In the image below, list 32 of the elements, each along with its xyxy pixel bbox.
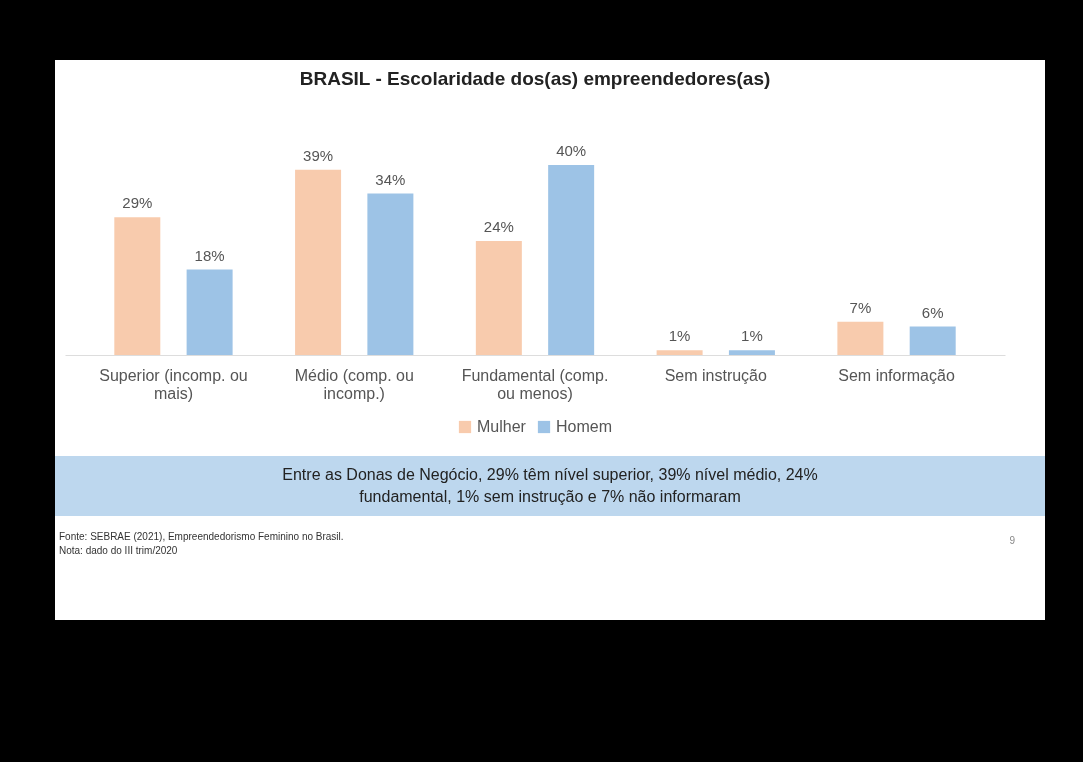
- text: Nota: dado do III trim/2020: [59, 545, 178, 556]
- x-tick-label: Médio (comp. ou incomp.): [294, 366, 414, 402]
- legend-label: Mulher: [477, 418, 527, 435]
- bar: [114, 217, 161, 355]
- bar: [186, 269, 233, 355]
- text: 9: [1009, 534, 1015, 548]
- bar: [475, 241, 522, 355]
- x-tick-label: Sem instrução: [664, 366, 767, 384]
- data-label: 1%: [741, 327, 763, 345]
- bar: [548, 165, 595, 355]
- data-label: 40%: [556, 142, 587, 159]
- x-tick-label: Superior (incomp. ou mais): [99, 366, 248, 402]
- bar: [295, 169, 342, 355]
- data-label: 7%: [849, 298, 872, 316]
- bar: [837, 321, 884, 355]
- data-label: 24%: [483, 218, 514, 235]
- data-label: 29%: [122, 194, 153, 212]
- x-tick-label: Fundamental (comp. ou menos): [461, 366, 609, 402]
- bar: [909, 326, 956, 355]
- bar: [728, 350, 775, 355]
- legend-label: Homem: [556, 418, 613, 435]
- x-tick-label: Sem informação: [838, 366, 955, 384]
- source-note: Fonte: SEBRAE (2021), Empreendedorismo Feminino no Brasil.: [59, 531, 344, 542]
- data-label: 1%: [668, 327, 691, 345]
- bar: [656, 350, 703, 355]
- data-label: 34%: [375, 170, 406, 188]
- chart-title: BRASIL - Escolaridade dos(as) empreendedores(as): [299, 68, 771, 89]
- bar: [367, 193, 414, 355]
- data-label: 6%: [921, 303, 944, 321]
- data-label: 18%: [194, 246, 225, 264]
- text: Entre as Donas de Negócio, 29% têm nível superior, 39% nível médio, 24% fundamental, 1% sem instrução e 7% não informaram: [55, 456, 1045, 516]
- data-label: 39%: [303, 146, 334, 164]
